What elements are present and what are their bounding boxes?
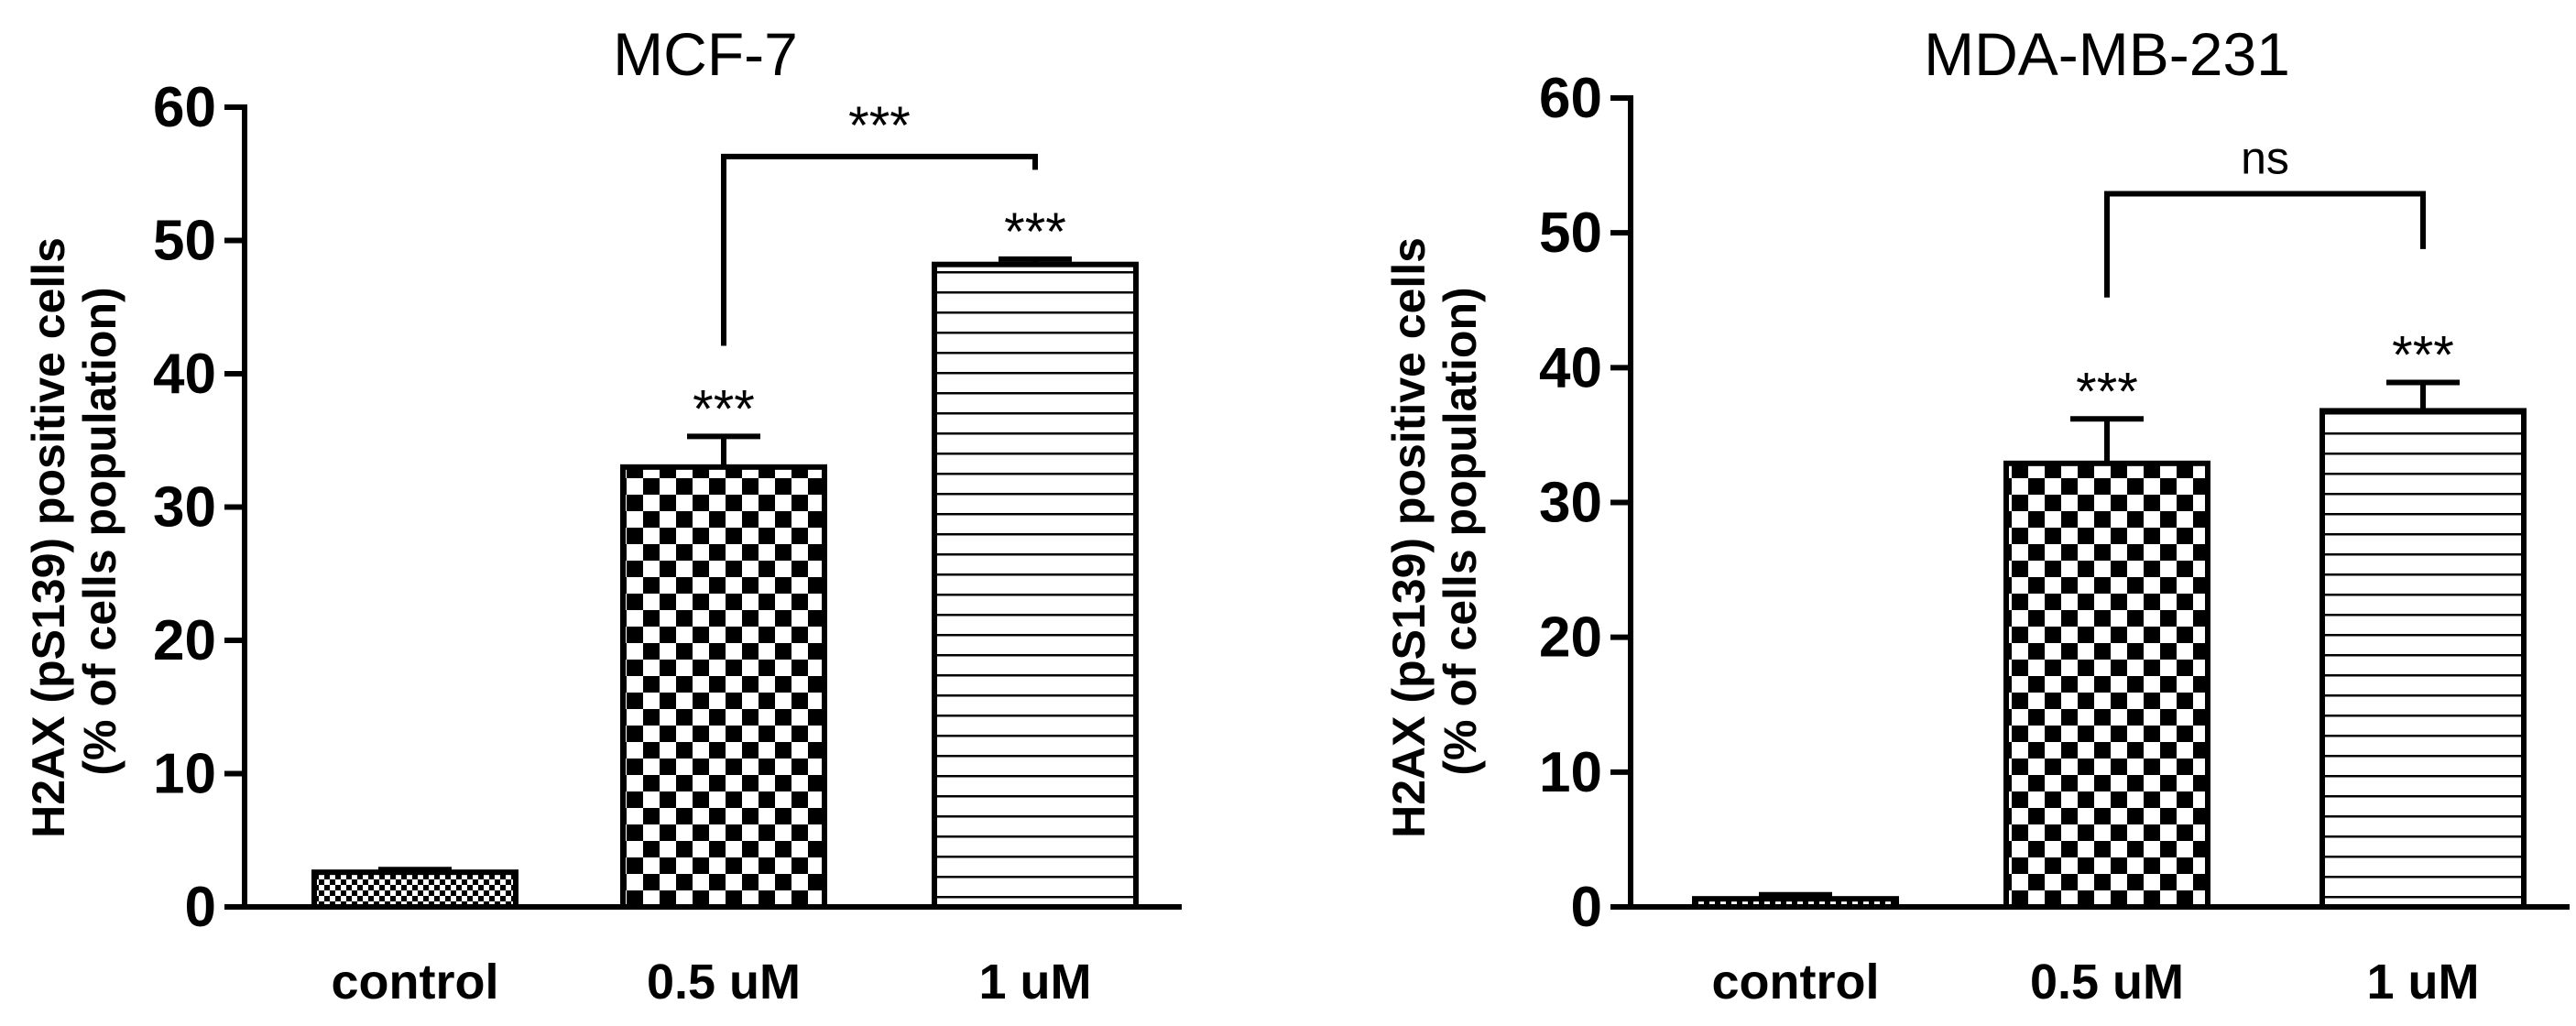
bar — [311, 869, 518, 910]
y-tick-label: 0 — [185, 876, 216, 939]
chart-body: 0 10 20 30 40 50 60 control 0.5 uM *** 1 uM *** *** — [153, 76, 1182, 1010]
chart-panel-mda-mb-231: MDA-MB-231 H2AX (pS139) positive cells (… — [1383, 20, 2570, 1010]
bar — [620, 464, 827, 910]
significance-label: *** — [2392, 326, 2454, 386]
x-tick-label: 0.5 uM — [2030, 955, 2184, 1010]
significance-label: *** — [693, 379, 755, 439]
y-axis-label-line-2: (% of cells population) — [1435, 287, 1486, 775]
y-tick-label: 20 — [1539, 606, 1602, 670]
y-tick-label: 40 — [1539, 336, 1602, 399]
y-axis-label-line-2: (% of cells population) — [74, 287, 126, 775]
comparison-label: *** — [848, 96, 911, 156]
bar — [2003, 460, 2210, 910]
chart-body: 0 10 20 30 40 50 60 control 0.5 uM *** 1 uM *** ns — [1539, 67, 2570, 1010]
y-tick-label: 50 — [153, 210, 216, 273]
bar — [2319, 408, 2527, 910]
y-tick-label: 20 — [153, 609, 216, 672]
x-tick-label: control — [1712, 955, 1880, 1010]
y-tick-label: 40 — [153, 343, 216, 406]
comparison-label: ns — [2241, 132, 2289, 183]
y-axis-label: H2AX (pS139) positive cells (% of cells … — [1383, 224, 1486, 838]
y-tick-label: 30 — [153, 476, 216, 540]
comparison-bracket — [721, 153, 1038, 346]
bar — [932, 261, 1139, 910]
y-tick-label: 10 — [153, 743, 216, 806]
x-tick-label: control — [332, 955, 499, 1010]
y-axis-label-line-1: H2AX (pS139) positive cells — [23, 237, 74, 838]
bar — [1692, 896, 1899, 910]
y-tick-label: 0 — [1571, 876, 1602, 939]
x-tick-label: 1 uM — [978, 955, 1091, 1010]
comparison-bracket — [2104, 191, 2426, 298]
y-tick-label: 60 — [153, 76, 216, 139]
x-tick-label: 0.5 uM — [647, 955, 801, 1010]
y-tick-label: 30 — [1539, 472, 1602, 535]
significance-label: *** — [1004, 202, 1066, 262]
y-axis-label-line-1: H2AX (pS139) positive cells — [1383, 237, 1435, 838]
y-tick-label: 50 — [1539, 202, 1602, 265]
chart-title: MCF-7 — [613, 20, 798, 88]
chart-title: MDA-MB-231 — [1924, 20, 2290, 88]
y-tick-label: 60 — [1539, 67, 1602, 130]
y-axis-label: H2AX (pS139) positive cells (% of cells … — [23, 224, 126, 838]
chart-panel-mcf7: MCF-7 H2AX (pS139) positive cells (% of … — [23, 20, 1182, 1010]
significance-label: *** — [2076, 362, 2138, 421]
y-tick-label: 10 — [1539, 741, 1602, 804]
x-tick-label: 1 uM — [2366, 955, 2479, 1010]
